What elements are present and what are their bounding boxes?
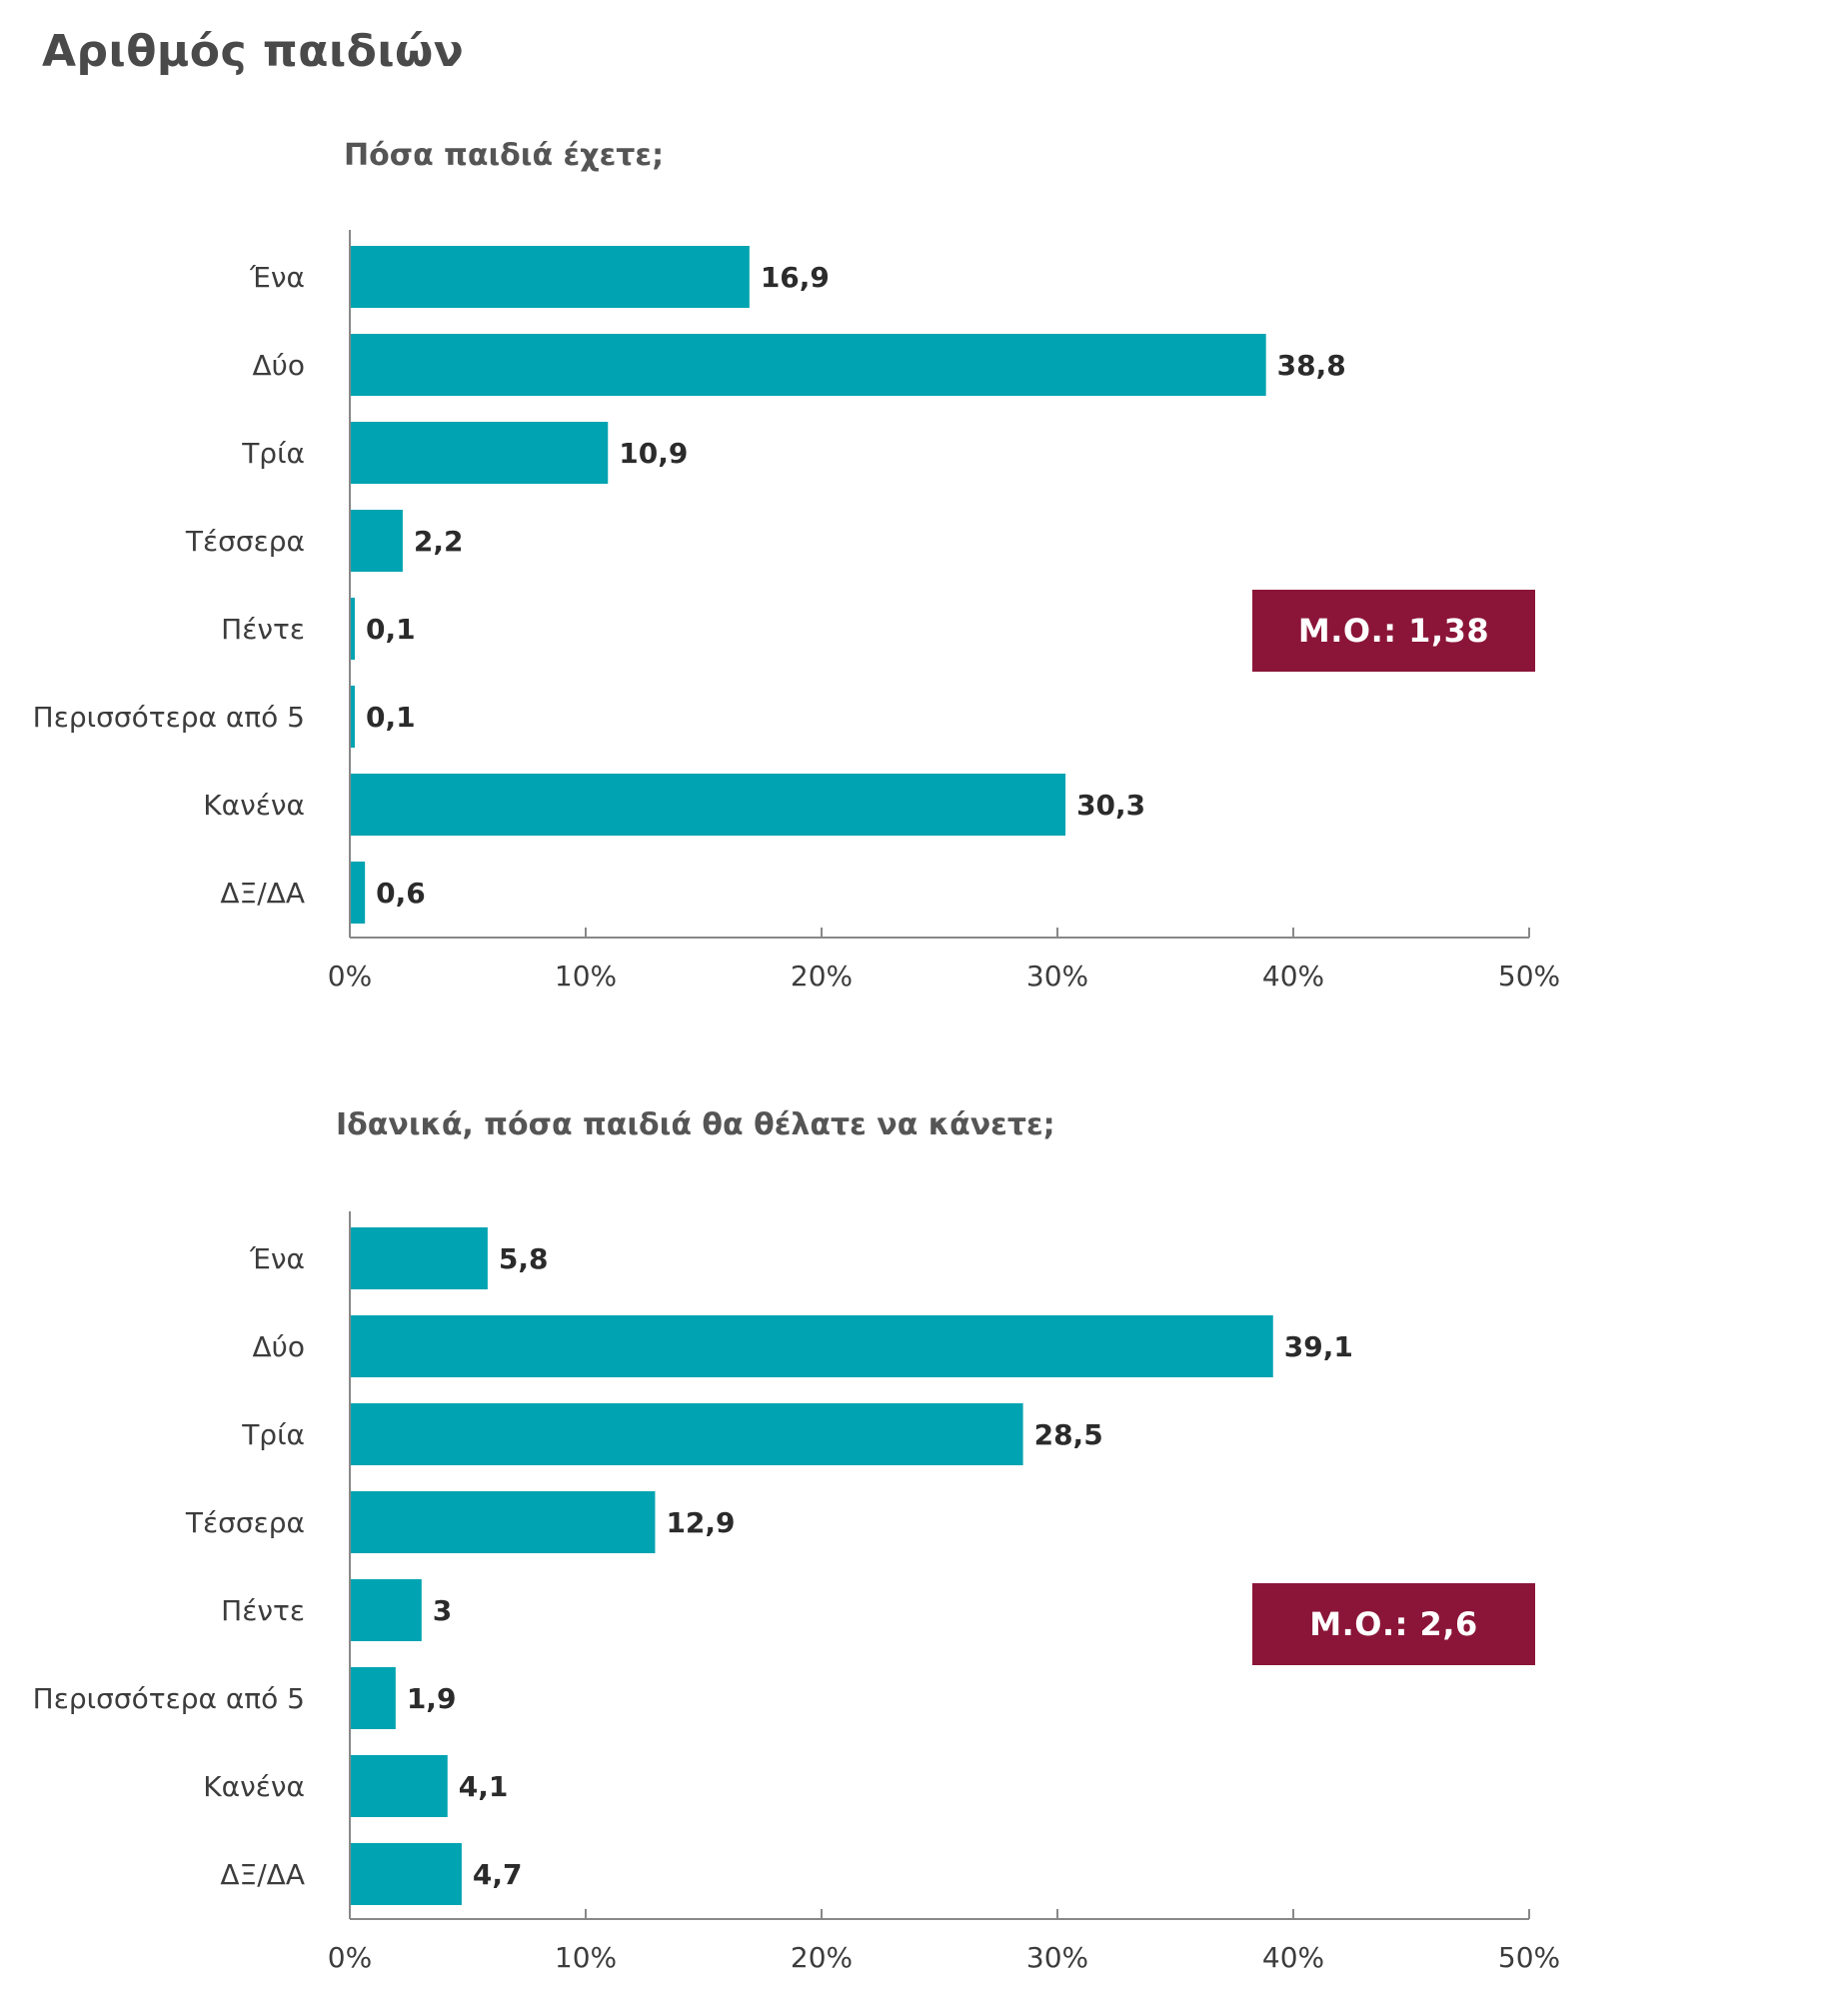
data-label: 39,1 bbox=[1284, 1330, 1353, 1363]
category-label: Ένα bbox=[249, 261, 305, 294]
x-tick-label: 40% bbox=[1262, 960, 1324, 993]
category-label: Πέντε bbox=[221, 613, 305, 646]
data-label: 4,7 bbox=[473, 1858, 523, 1891]
data-label: 4,1 bbox=[459, 1770, 509, 1803]
category-label: Τέσσερα bbox=[185, 1506, 305, 1539]
bar bbox=[351, 598, 355, 660]
data-label: 5,8 bbox=[499, 1242, 549, 1275]
x-tick-label: 30% bbox=[1026, 1941, 1088, 1974]
bar bbox=[351, 1227, 488, 1289]
x-tick-label: 40% bbox=[1262, 1941, 1324, 1974]
x-tick-label: 0% bbox=[328, 1941, 372, 1974]
data-label: 28,5 bbox=[1034, 1418, 1103, 1451]
x-tick-label: 50% bbox=[1498, 1941, 1560, 1974]
x-tick-label: 50% bbox=[1498, 960, 1560, 993]
chart-title: Πόσα παιδιά έχετε; bbox=[344, 138, 665, 173]
bar bbox=[351, 686, 355, 748]
x-tick-label: 30% bbox=[1026, 960, 1088, 993]
bar bbox=[351, 1667, 396, 1729]
bar bbox=[351, 510, 403, 572]
category-label: Ένα bbox=[249, 1242, 305, 1275]
mean-badge: Μ.Ο.: 1,38 bbox=[1252, 590, 1535, 672]
category-label: Τρία bbox=[241, 437, 305, 470]
x-tick-label: 20% bbox=[791, 960, 853, 993]
x-tick-label: 10% bbox=[555, 1941, 617, 1974]
category-label: Περισσότερα από 5 bbox=[33, 701, 305, 734]
bar bbox=[351, 334, 1266, 396]
bar bbox=[351, 862, 366, 924]
data-label: 0,1 bbox=[366, 701, 416, 734]
bar bbox=[351, 246, 750, 308]
bar bbox=[351, 422, 609, 484]
data-label: 16,9 bbox=[761, 261, 830, 294]
x-tick-label: 20% bbox=[791, 1941, 853, 1974]
category-label: ΔΞ/ΔΑ bbox=[220, 1858, 305, 1891]
category-label: Τέσσερα bbox=[185, 525, 305, 558]
bar-chart-ideal: 0% 10% 20% 30% 40% 50% Ένα 5,8 Δύο 39,1 Τρία 28,5 Τέ… bbox=[33, 1211, 1560, 1974]
category-label: Δύο bbox=[253, 349, 306, 382]
data-label: 0,6 bbox=[376, 877, 426, 910]
x-tick-label: 10% bbox=[555, 960, 617, 993]
category-label: Πέντε bbox=[221, 1594, 305, 1627]
bar bbox=[351, 1579, 422, 1641]
bar bbox=[351, 1755, 448, 1817]
data-label: 10,9 bbox=[619, 437, 688, 470]
chart-children-current: Πόσα παιδιά έχετε; 0% 10% 20% 30% 40% 50% Ένα 1… bbox=[0, 0, 1846, 1000]
mean-badge: Μ.Ο.: 2,6 bbox=[1252, 1583, 1535, 1665]
chart-children-ideal: Ιδανικά, πόσα παιδιά θα θέλατε να κάνετε… bbox=[0, 980, 1846, 2016]
bar bbox=[351, 774, 1066, 836]
category-label: ΔΞ/ΔΑ bbox=[220, 877, 305, 910]
category-label: Περισσότερα από 5 bbox=[33, 1682, 305, 1715]
bar bbox=[351, 1843, 462, 1905]
category-label: Δύο bbox=[253, 1330, 306, 1363]
category-label: Τρία bbox=[241, 1418, 305, 1451]
data-label: 12,9 bbox=[666, 1506, 735, 1539]
data-label: 38,8 bbox=[1277, 349, 1346, 382]
data-label: 2,2 bbox=[414, 525, 464, 558]
data-label: 3 bbox=[433, 1594, 452, 1627]
category-label: Κανένα bbox=[203, 1770, 305, 1803]
data-label: 30,3 bbox=[1076, 789, 1145, 822]
x-tick-label: 0% bbox=[328, 960, 372, 993]
page-title: Αριθμός παιδιών bbox=[42, 26, 465, 77]
data-label: 1,9 bbox=[407, 1682, 457, 1715]
bar bbox=[351, 1403, 1023, 1465]
bar bbox=[351, 1491, 656, 1553]
bar-chart-current: 0% 10% 20% 30% 40% 50% Ένα 16,9 Δύο 38,8 Τρία 10,9 Τ… bbox=[33, 230, 1560, 993]
chart-title: Ιδανικά, πόσα παιδιά θα θέλατε να κάνετε… bbox=[336, 1107, 1055, 1142]
data-label: 0,1 bbox=[366, 613, 416, 646]
bar bbox=[351, 1315, 1273, 1377]
category-label: Κανένα bbox=[203, 789, 305, 822]
